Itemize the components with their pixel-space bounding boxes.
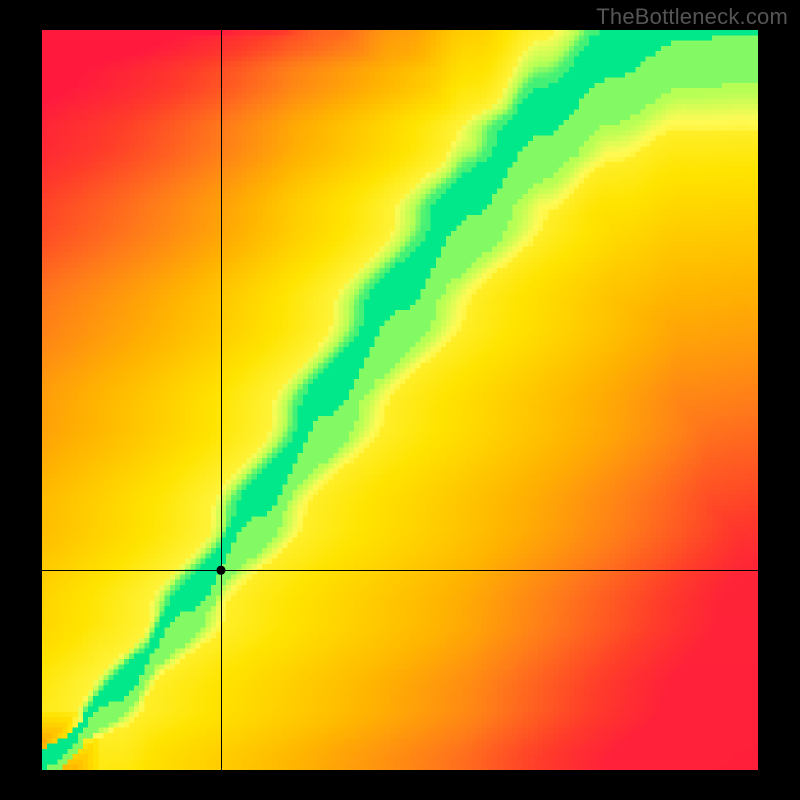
crosshair-overlay [42, 30, 758, 770]
watermark-text: TheBottleneck.com [596, 4, 788, 30]
plot-area [42, 30, 758, 770]
root-container: TheBottleneck.com [0, 0, 800, 800]
